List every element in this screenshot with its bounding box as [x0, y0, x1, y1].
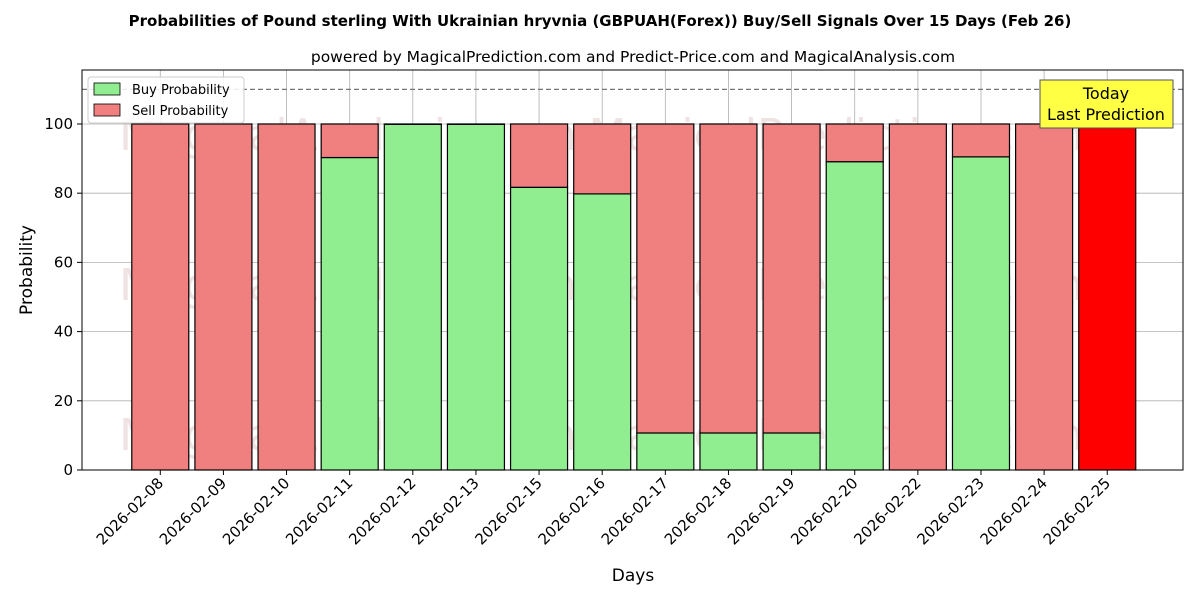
x-tick-label: 2026-02-24: [977, 474, 1051, 548]
bar-buy: [825, 161, 884, 471]
bar-sell: [699, 123, 758, 434]
bar-buy: [446, 123, 506, 471]
x-tick-label: 2026-02-13: [408, 474, 482, 548]
bar-sell: [1015, 123, 1074, 471]
bar-buy: [383, 123, 442, 471]
legend-swatch-buy: [93, 82, 121, 96]
bar-buy: [636, 432, 695, 471]
bar-buy: [762, 432, 821, 471]
bar-buy: [573, 193, 632, 471]
today-annotation: Today Last Prediction: [1039, 79, 1174, 129]
y-tick-label: 60: [54, 253, 73, 271]
chart-title: Probabilities of Pound sterling With Ukr…: [129, 12, 1072, 30]
x-tick-label: 2026-02-17: [598, 474, 672, 548]
y-tick-label: 0: [63, 461, 73, 479]
y-axis-label: Probability: [17, 225, 37, 315]
bar-sell: [320, 123, 379, 159]
bar-sell: [825, 123, 884, 163]
x-tick-label: 2026-02-15: [472, 474, 546, 548]
x-tick-label: 2026-02-22: [850, 474, 924, 548]
bar-sell: [257, 123, 316, 471]
y-tick-label: 40: [54, 323, 73, 341]
bar-sell: [951, 123, 1011, 158]
annotation-line2: Last Prediction: [1047, 105, 1165, 124]
y-tick-label: 80: [54, 184, 73, 202]
y-axis: 0 20 40 60 80 100: [44, 115, 82, 479]
bar-sell: [888, 123, 947, 471]
chart-subtitle: powered by MagicalPrediction.com and Pre…: [311, 48, 955, 66]
legend-label-sell: Sell Probability: [132, 104, 229, 119]
legend: Buy Probability Sell Probability: [87, 76, 245, 124]
bar-buy: [951, 156, 1011, 471]
x-axis: 2026-02-082026-02-092026-02-102026-02-11…: [93, 470, 1114, 548]
y-tick-label: 100: [44, 115, 73, 133]
x-tick-label: 2026-02-16: [535, 474, 609, 548]
x-tick-label: 2026-02-11: [282, 474, 356, 548]
bars: [131, 123, 1137, 471]
bar-buy: [699, 432, 758, 471]
x-tick-label: 2026-02-25: [1040, 474, 1114, 548]
bar-sell: [509, 123, 569, 188]
legend-swatch-sell: [93, 103, 121, 117]
bar-sell: [636, 123, 695, 434]
x-tick-label: 2026-02-09: [156, 474, 230, 548]
bar-buy: [509, 186, 569, 471]
bar-sell: [1078, 123, 1137, 471]
legend-label-buy: Buy Probability: [132, 83, 230, 98]
x-tick-label: 2026-02-23: [913, 474, 987, 548]
x-tick-label: 2026-02-19: [724, 474, 798, 548]
x-tick-label: 2026-02-08: [93, 474, 167, 548]
bar-sell: [194, 123, 253, 471]
bar-sell: [573, 123, 632, 195]
bar-buy: [320, 156, 379, 471]
y-tick-label: 20: [54, 392, 73, 410]
x-tick-label: 2026-02-20: [787, 474, 861, 548]
x-tick-label: 2026-02-18: [661, 474, 735, 548]
x-axis-label: Days: [612, 566, 655, 586]
bar-sell: [131, 123, 190, 471]
x-tick-label: 2026-02-12: [345, 474, 419, 548]
x-tick-label: 2026-02-10: [219, 474, 293, 548]
plot-frame: [81, 69, 1184, 471]
bar-sell: [762, 123, 821, 434]
annotation-line1: Today: [1082, 84, 1129, 103]
